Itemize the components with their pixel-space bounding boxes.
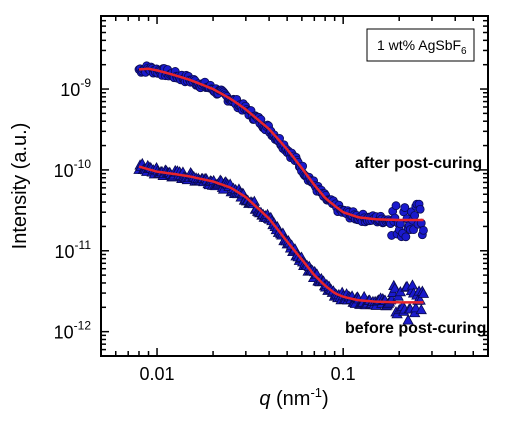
y-tick-label: 10-10 <box>54 157 92 181</box>
series-after-post-curing <box>134 61 428 242</box>
data-layer <box>133 61 430 325</box>
plot-frame <box>100 15 489 357</box>
y-tick-base: 10 <box>54 161 74 181</box>
series-before-post-curing <box>133 157 430 325</box>
y-tick-exponent: -12 <box>74 319 92 333</box>
data-point <box>419 225 428 235</box>
data-point <box>402 314 414 325</box>
y-axis-label: Intensity (a.u.) <box>9 123 31 250</box>
x-axis-label-unit: (nm <box>270 388 310 410</box>
x-tick-label: 0.01 <box>140 364 175 384</box>
data-point <box>415 303 427 315</box>
x-axis: 0.01 0.1 <box>100 16 475 384</box>
x-axis-label: q (nm-1) <box>259 385 328 410</box>
x-axis-label-close: ) <box>322 388 329 410</box>
y-tick-base: 10 <box>60 80 80 100</box>
fit-line <box>138 165 424 304</box>
y-tick-label: 10-11 <box>55 238 92 262</box>
x-axis-label-exp: -1 <box>310 385 322 400</box>
legend-label-main: 1 wt% AgSbF <box>377 37 461 53</box>
data-point <box>389 282 401 293</box>
legend-frame <box>366 28 475 62</box>
y-tick-exponent: -11 <box>75 238 92 252</box>
x-axis-label-var: q <box>259 388 270 410</box>
annotation-after-post-curing: after post-curing <box>355 155 482 172</box>
x-tick-label: 0.1 <box>331 364 356 384</box>
data-point <box>417 287 430 298</box>
legend-label: 1 wt% AgSbF6 <box>377 37 467 57</box>
y-tick-label: 10-9 <box>60 76 91 100</box>
fit-layer <box>138 67 424 304</box>
annotation-before-post-curing: before post-curing <box>345 320 486 337</box>
fit-line <box>138 67 424 222</box>
data-point <box>406 279 419 290</box>
legend-box: 1 wt% AgSbF6 <box>366 28 475 62</box>
y-tick-base: 10 <box>55 242 75 262</box>
y-tick-exponent: -9 <box>80 76 91 90</box>
legend-label-sub: 6 <box>461 46 467 57</box>
data-point <box>401 232 411 242</box>
y-tick-base: 10 <box>54 323 74 343</box>
data-point <box>391 201 401 211</box>
data-point <box>415 204 425 214</box>
y-tick-exponent: -10 <box>74 157 92 171</box>
data-point <box>400 203 410 212</box>
y-tick-label: 10-12 <box>54 319 92 343</box>
